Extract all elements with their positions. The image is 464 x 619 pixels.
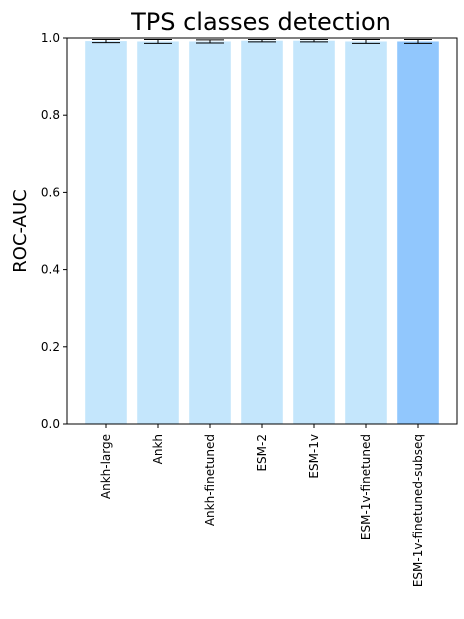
bars-group	[85, 40, 439, 425]
y-tick-label: 0.4	[41, 263, 60, 277]
bar-esm-1v	[293, 40, 335, 425]
x-tick-label: ESM-1v-finetuned	[359, 434, 373, 540]
x-tick-label: ESM-2	[255, 434, 269, 472]
x-axis: Ankh-large Ankh Ankh-finetuned ESM-2 ESM-1v E…	[99, 424, 425, 587]
y-tick-label: 1.0	[41, 31, 60, 45]
bar-esm-2	[241, 40, 283, 425]
bar-ankh	[137, 41, 179, 424]
y-axis-label: ROC-AUC	[10, 189, 31, 272]
y-tick-label: 0.8	[41, 108, 60, 122]
x-tick-label: Ankh-finetuned	[203, 434, 217, 526]
y-tick-label: 0.6	[41, 185, 60, 199]
x-tick-label: Ankh	[151, 434, 165, 464]
plot-frame	[66, 37, 458, 425]
error-bars-group	[92, 39, 432, 44]
y-tick-label: 0.0	[41, 417, 60, 431]
x-tick-label: ESM-1v-finetuned-subseq	[411, 434, 425, 587]
x-tick-label: ESM-1v	[307, 434, 321, 479]
chart-title: TPS classes detection	[130, 8, 391, 36]
y-tick-label: 0.2	[41, 340, 60, 354]
bar-ankh-finetuned	[189, 41, 231, 424]
bar-esm-1v-finetuned	[345, 41, 387, 424]
y-axis: 0.0 0.2 0.4 0.6 0.8 1.0	[41, 31, 67, 431]
x-tick-label: Ankh-large	[99, 434, 113, 499]
bar-esm-1v-finetuned-subseq	[397, 41, 439, 424]
bar-ankh-large	[85, 41, 127, 424]
